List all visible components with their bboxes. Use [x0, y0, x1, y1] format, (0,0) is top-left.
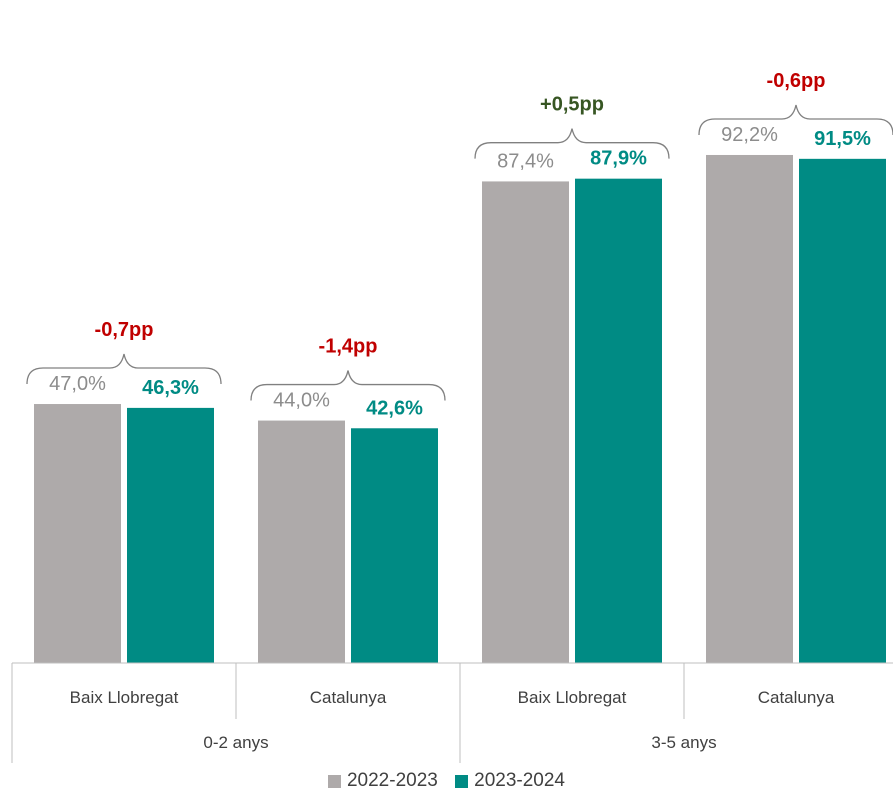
bar-chart-plot: 47,0% 46,3% -0,7pp Baix Llobregat 44,0% 42,6%…	[11, 70, 893, 763]
tick-label: Catalunya	[310, 688, 387, 707]
difference-brace	[250, 370, 446, 401]
difference-brace	[474, 128, 670, 159]
difference-label: -0,6pp	[767, 70, 826, 92]
difference-label: +0,5pp	[540, 94, 604, 116]
difference-label: -1,4pp	[319, 336, 378, 358]
difference-brace	[26, 353, 222, 385]
data-label: 91,5%	[814, 128, 871, 150]
legend-item-series-1: 2022-2023	[327, 770, 438, 792]
bar	[482, 181, 569, 663]
chart-legend: 2022-2023 2023-2024	[0, 770, 893, 794]
bar	[575, 178, 662, 663]
legend-swatch-series-1	[327, 774, 341, 788]
bar	[127, 407, 214, 663]
data-label: 87,9%	[590, 148, 647, 170]
group-label: 0-2 anys	[203, 733, 268, 752]
difference-label: -0,7pp	[95, 319, 154, 341]
data-label: 44,0%	[273, 390, 330, 412]
data-label: 87,4%	[497, 150, 554, 172]
data-label: 42,6%	[366, 397, 423, 419]
bar	[258, 420, 345, 663]
data-label: 47,0%	[49, 373, 106, 395]
bar	[799, 158, 886, 663]
legend-item-series-2: 2023-2024	[455, 770, 565, 792]
tick-label: Baix Llobregat	[518, 688, 627, 707]
legend-label-series-2: 2023-2024	[474, 770, 566, 791]
tick-label: Catalunya	[758, 688, 835, 707]
group-label: 3-5 anys	[651, 733, 716, 752]
bar	[34, 404, 121, 663]
legend-label-series-1: 2022-2023	[346, 770, 438, 791]
data-label: 46,3%	[142, 377, 199, 399]
difference-brace	[698, 104, 893, 135]
tick-label: Baix Llobregat	[70, 688, 179, 707]
bar	[706, 154, 793, 663]
bar	[351, 428, 438, 663]
legend-swatch-series-2	[455, 774, 469, 788]
data-label: 92,2%	[721, 124, 778, 146]
